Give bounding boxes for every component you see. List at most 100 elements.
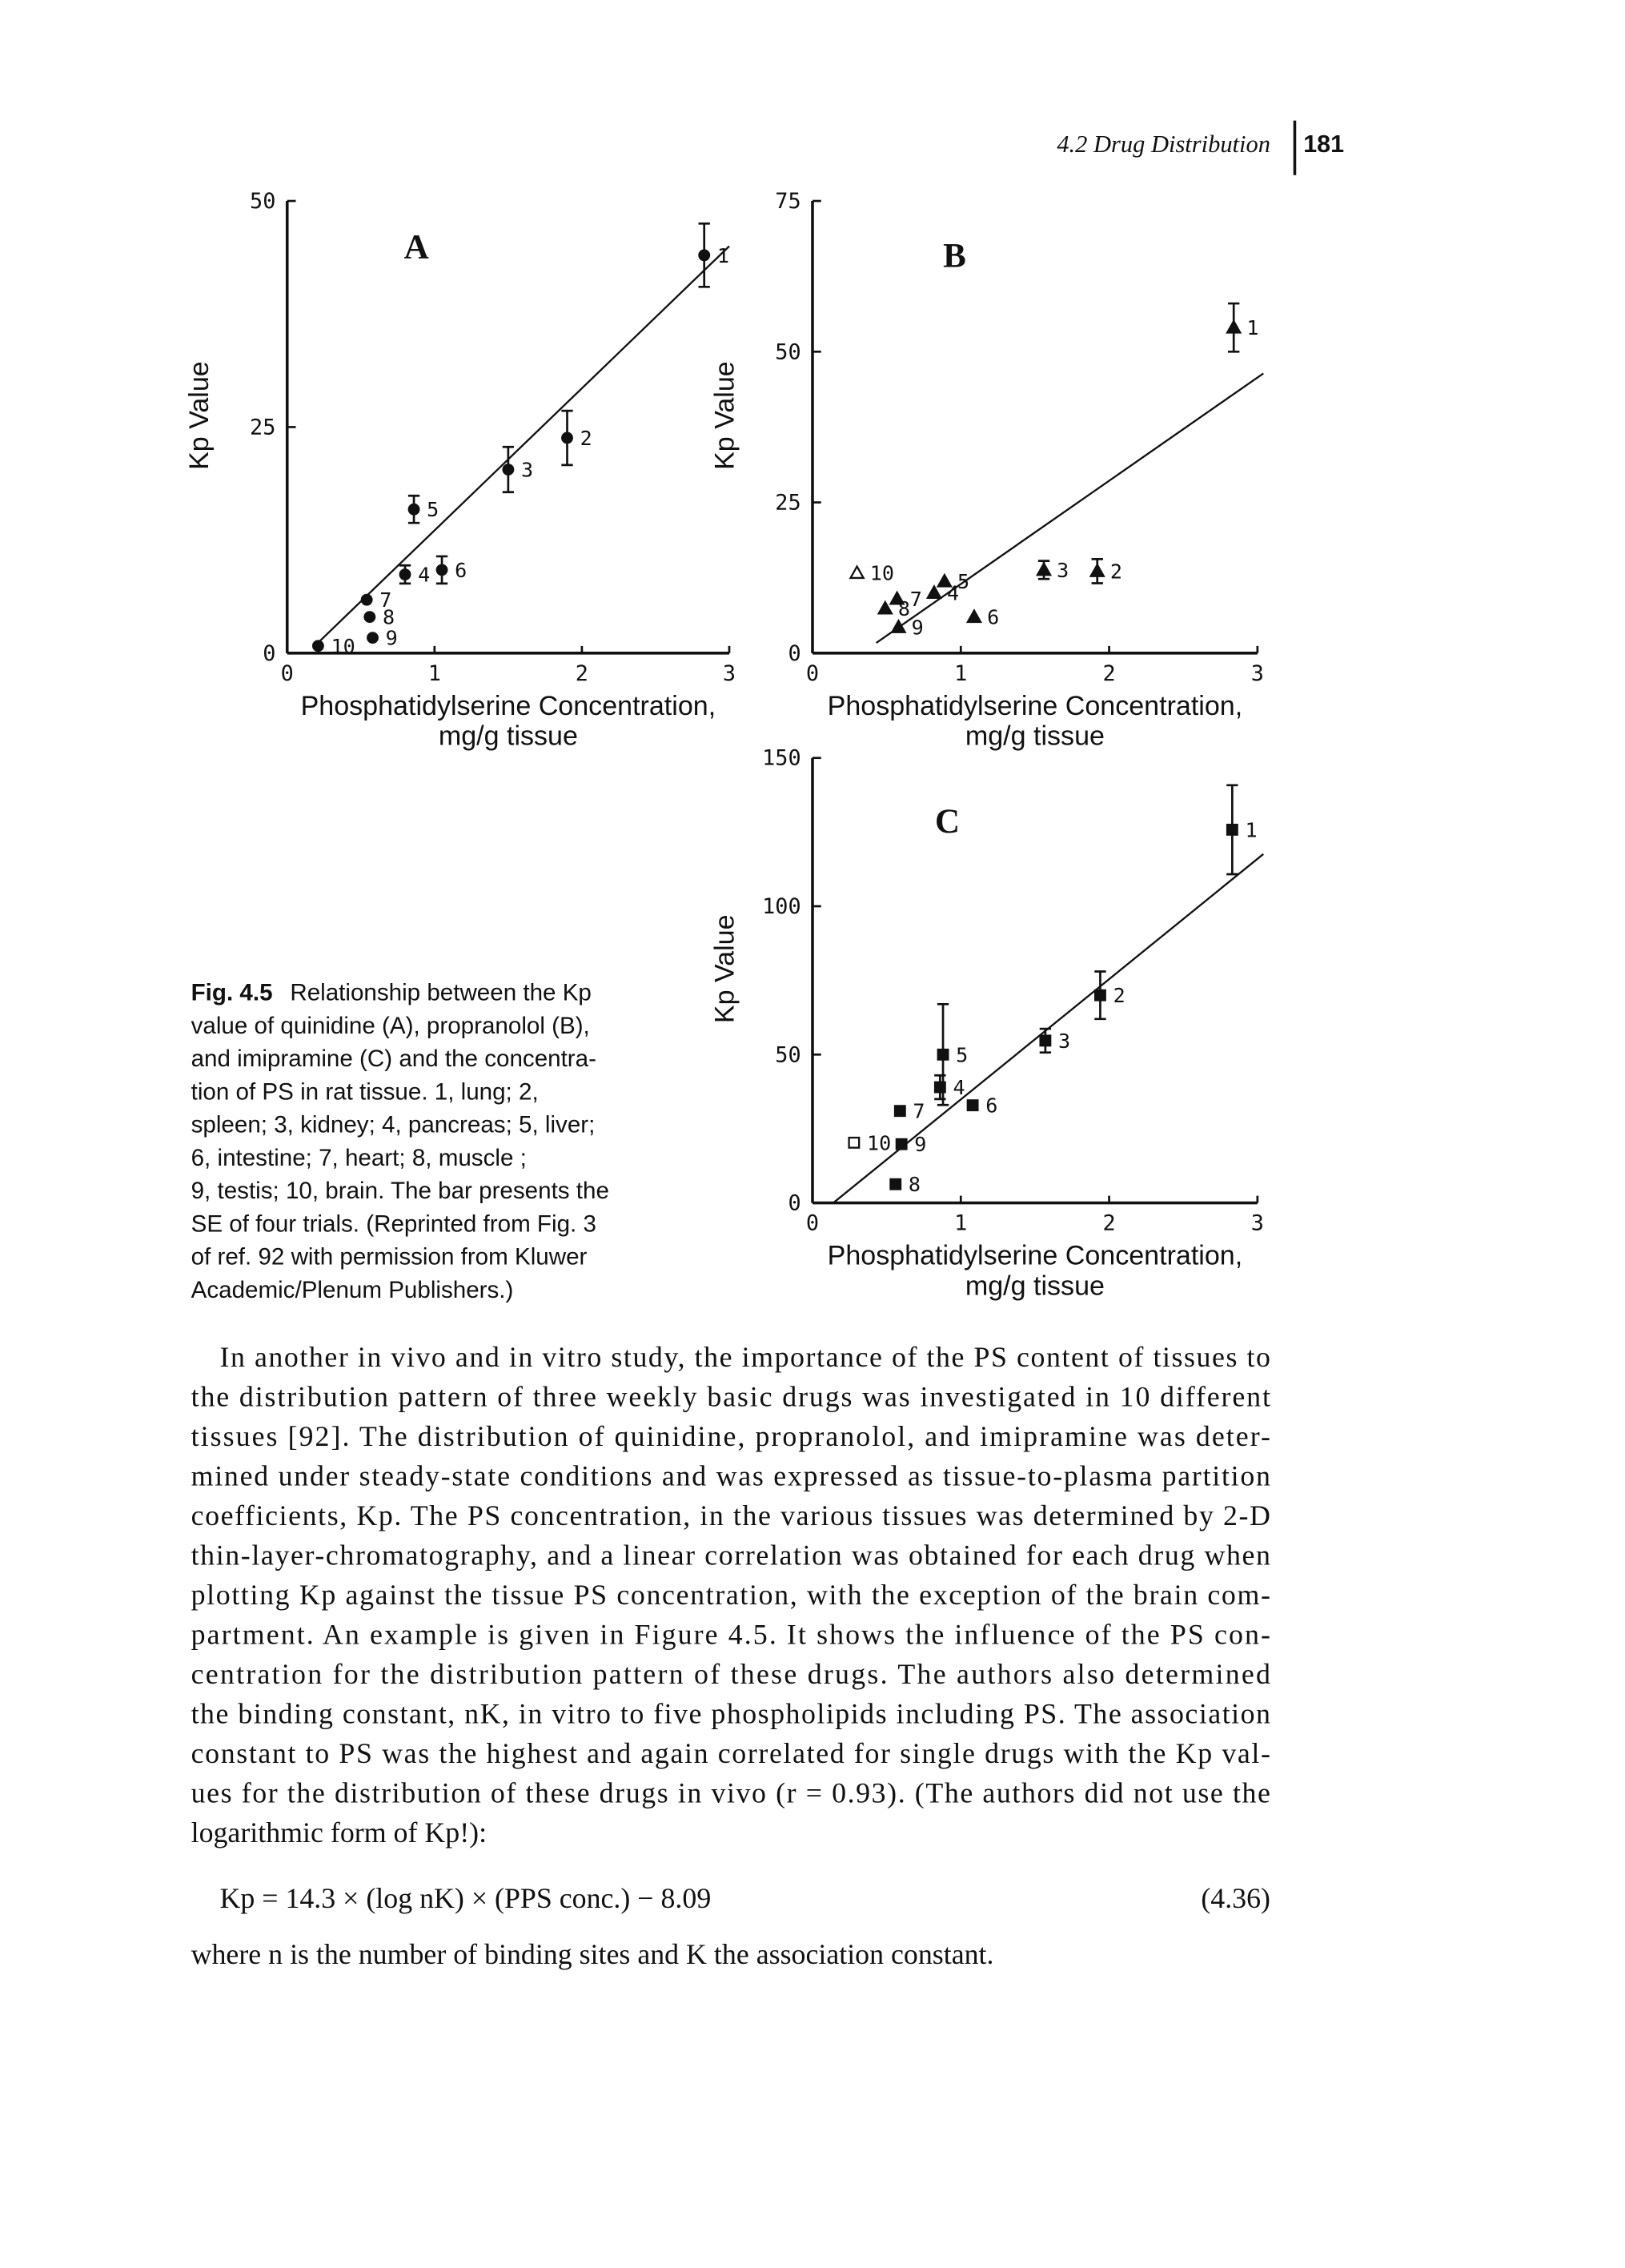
point-label: 6 — [455, 559, 467, 582]
caption-line: spleen; 3, kidney; 4, pancreas; 5, liver… — [191, 1112, 596, 1138]
point-label: 3 — [521, 458, 533, 481]
caption-line: tion of PS in rat tissue. 1, lung; 2, — [191, 1078, 539, 1105]
data-point — [895, 1138, 908, 1150]
caption-line: 6, intestine; 7, heart; 8, muscle ; — [191, 1145, 527, 1171]
data-point — [877, 600, 893, 615]
data-point — [698, 249, 711, 262]
x-tick-label: 3 — [1251, 1211, 1264, 1236]
x-tick-label: 2 — [576, 661, 588, 686]
data-point — [407, 503, 420, 516]
y-tick-label: 25 — [250, 415, 275, 440]
data-point — [890, 619, 907, 633]
point-label: 6 — [985, 1094, 997, 1118]
point-label: 1 — [1245, 818, 1257, 841]
point-label: 2 — [580, 427, 592, 450]
data-point — [889, 590, 905, 605]
caption-line: Academic/Plenum Publishers.) — [191, 1277, 514, 1303]
y-tick-label: 50 — [775, 1042, 800, 1067]
point-label: 9 — [914, 1133, 926, 1156]
point-label: 2 — [1110, 560, 1122, 583]
point-label: 7 — [910, 588, 922, 611]
point-label: 10 — [331, 635, 355, 658]
data-point — [1226, 823, 1238, 836]
equation: Kp = 14.3 × (log nK) × (PPS conc.) − 8.0… — [219, 1882, 711, 1914]
point-label: 8 — [383, 606, 395, 629]
data-point — [849, 564, 865, 580]
point-label: 10 — [870, 562, 894, 585]
x-tick-label: 0 — [806, 661, 819, 686]
body-line: In another in vivo and in vitro study, t… — [219, 1341, 1270, 1373]
body-line: logarithmic form of Kp!): — [191, 1816, 487, 1849]
panel-label: C — [935, 803, 960, 841]
y-tick-label: 0 — [788, 641, 800, 666]
caption-line: Relationship between the Kp — [290, 980, 592, 1006]
data-point — [360, 593, 373, 606]
point-label: 7 — [913, 1100, 925, 1123]
x-tick-label: 3 — [723, 661, 736, 686]
y-axis-label: Kp Value — [709, 361, 740, 470]
body-line: mined under steady-state conditions and … — [191, 1459, 1270, 1491]
point-label: 10 — [867, 1131, 891, 1154]
data-point — [1226, 319, 1242, 334]
data-point — [1039, 1034, 1052, 1047]
point-label: 3 — [1058, 1030, 1070, 1053]
x-tick-label: 1 — [428, 661, 441, 686]
y-tick-label: 0 — [788, 1191, 800, 1216]
y-tick-label: 150 — [762, 746, 801, 771]
x-axis-label: mg/g tissue — [965, 1270, 1105, 1301]
x-tick-label: 2 — [1102, 661, 1115, 686]
data-point — [1089, 562, 1105, 577]
point-label: 4 — [953, 1076, 965, 1099]
point-label: 9 — [386, 627, 398, 650]
y-axis-label: Kp Value — [709, 914, 740, 1023]
panel-label: B — [943, 238, 966, 275]
data-point — [936, 572, 953, 588]
x-axis-label: mg/g tissue — [439, 721, 578, 752]
body-line: where n is the number of binding sites a… — [191, 1938, 994, 1970]
data-point — [937, 1048, 949, 1061]
regression-line — [876, 372, 1264, 644]
data-point — [399, 568, 411, 580]
y-tick-label: 25 — [775, 491, 800, 516]
y-tick-label: 50 — [775, 339, 800, 364]
point-label: 7 — [379, 588, 391, 612]
body-line: partment. An example is given in Figure … — [191, 1618, 1270, 1650]
caption-label: Fig. 4.5 — [191, 980, 273, 1006]
page-number: 181 — [1303, 130, 1344, 158]
x-tick-label: 3 — [1251, 661, 1264, 686]
point-label: 9 — [912, 616, 924, 639]
body-line: constant to PS was the highest and again… — [191, 1737, 1270, 1769]
y-tick-label: 75 — [775, 189, 800, 214]
point-label: 5 — [427, 498, 439, 521]
caption-line: and imipramine (C) and the concentra- — [191, 1046, 596, 1072]
point-label: 1 — [1246, 316, 1258, 339]
data-point — [1094, 989, 1106, 1002]
data-point — [367, 632, 379, 644]
regression-line — [315, 245, 730, 645]
x-tick-label: 1 — [954, 1211, 967, 1236]
body-line: centration for the distribution pattern … — [191, 1658, 1270, 1690]
body-line: thin-layer-chromatography, and a linear … — [191, 1539, 1270, 1571]
body-line: the binding constant, nK, in vitro to fi… — [191, 1697, 1270, 1729]
x-tick-label: 1 — [954, 661, 967, 686]
point-label: 4 — [947, 581, 959, 604]
point-label: 3 — [1057, 559, 1069, 582]
body-line: tissues [92]. The distribution of quinid… — [191, 1420, 1270, 1452]
point-label: 5 — [956, 1043, 968, 1066]
data-point — [966, 1099, 979, 1112]
x-tick-label: 2 — [1102, 1211, 1115, 1236]
body-line: the distribution pattern of three weekly… — [191, 1380, 1270, 1412]
data-point — [502, 464, 515, 476]
y-tick-label: 50 — [250, 189, 275, 214]
data-point — [363, 611, 376, 624]
data-point — [311, 640, 324, 652]
y-tick-label: 100 — [762, 894, 801, 919]
point-label: 8 — [898, 597, 910, 620]
data-point — [925, 584, 942, 599]
caption-line: 9, testis; 10, brain. The bar presents t… — [191, 1178, 609, 1204]
data-point — [848, 1136, 861, 1149]
point-label: 2 — [1113, 984, 1125, 1007]
x-axis-label: mg/g tissue — [965, 721, 1105, 752]
